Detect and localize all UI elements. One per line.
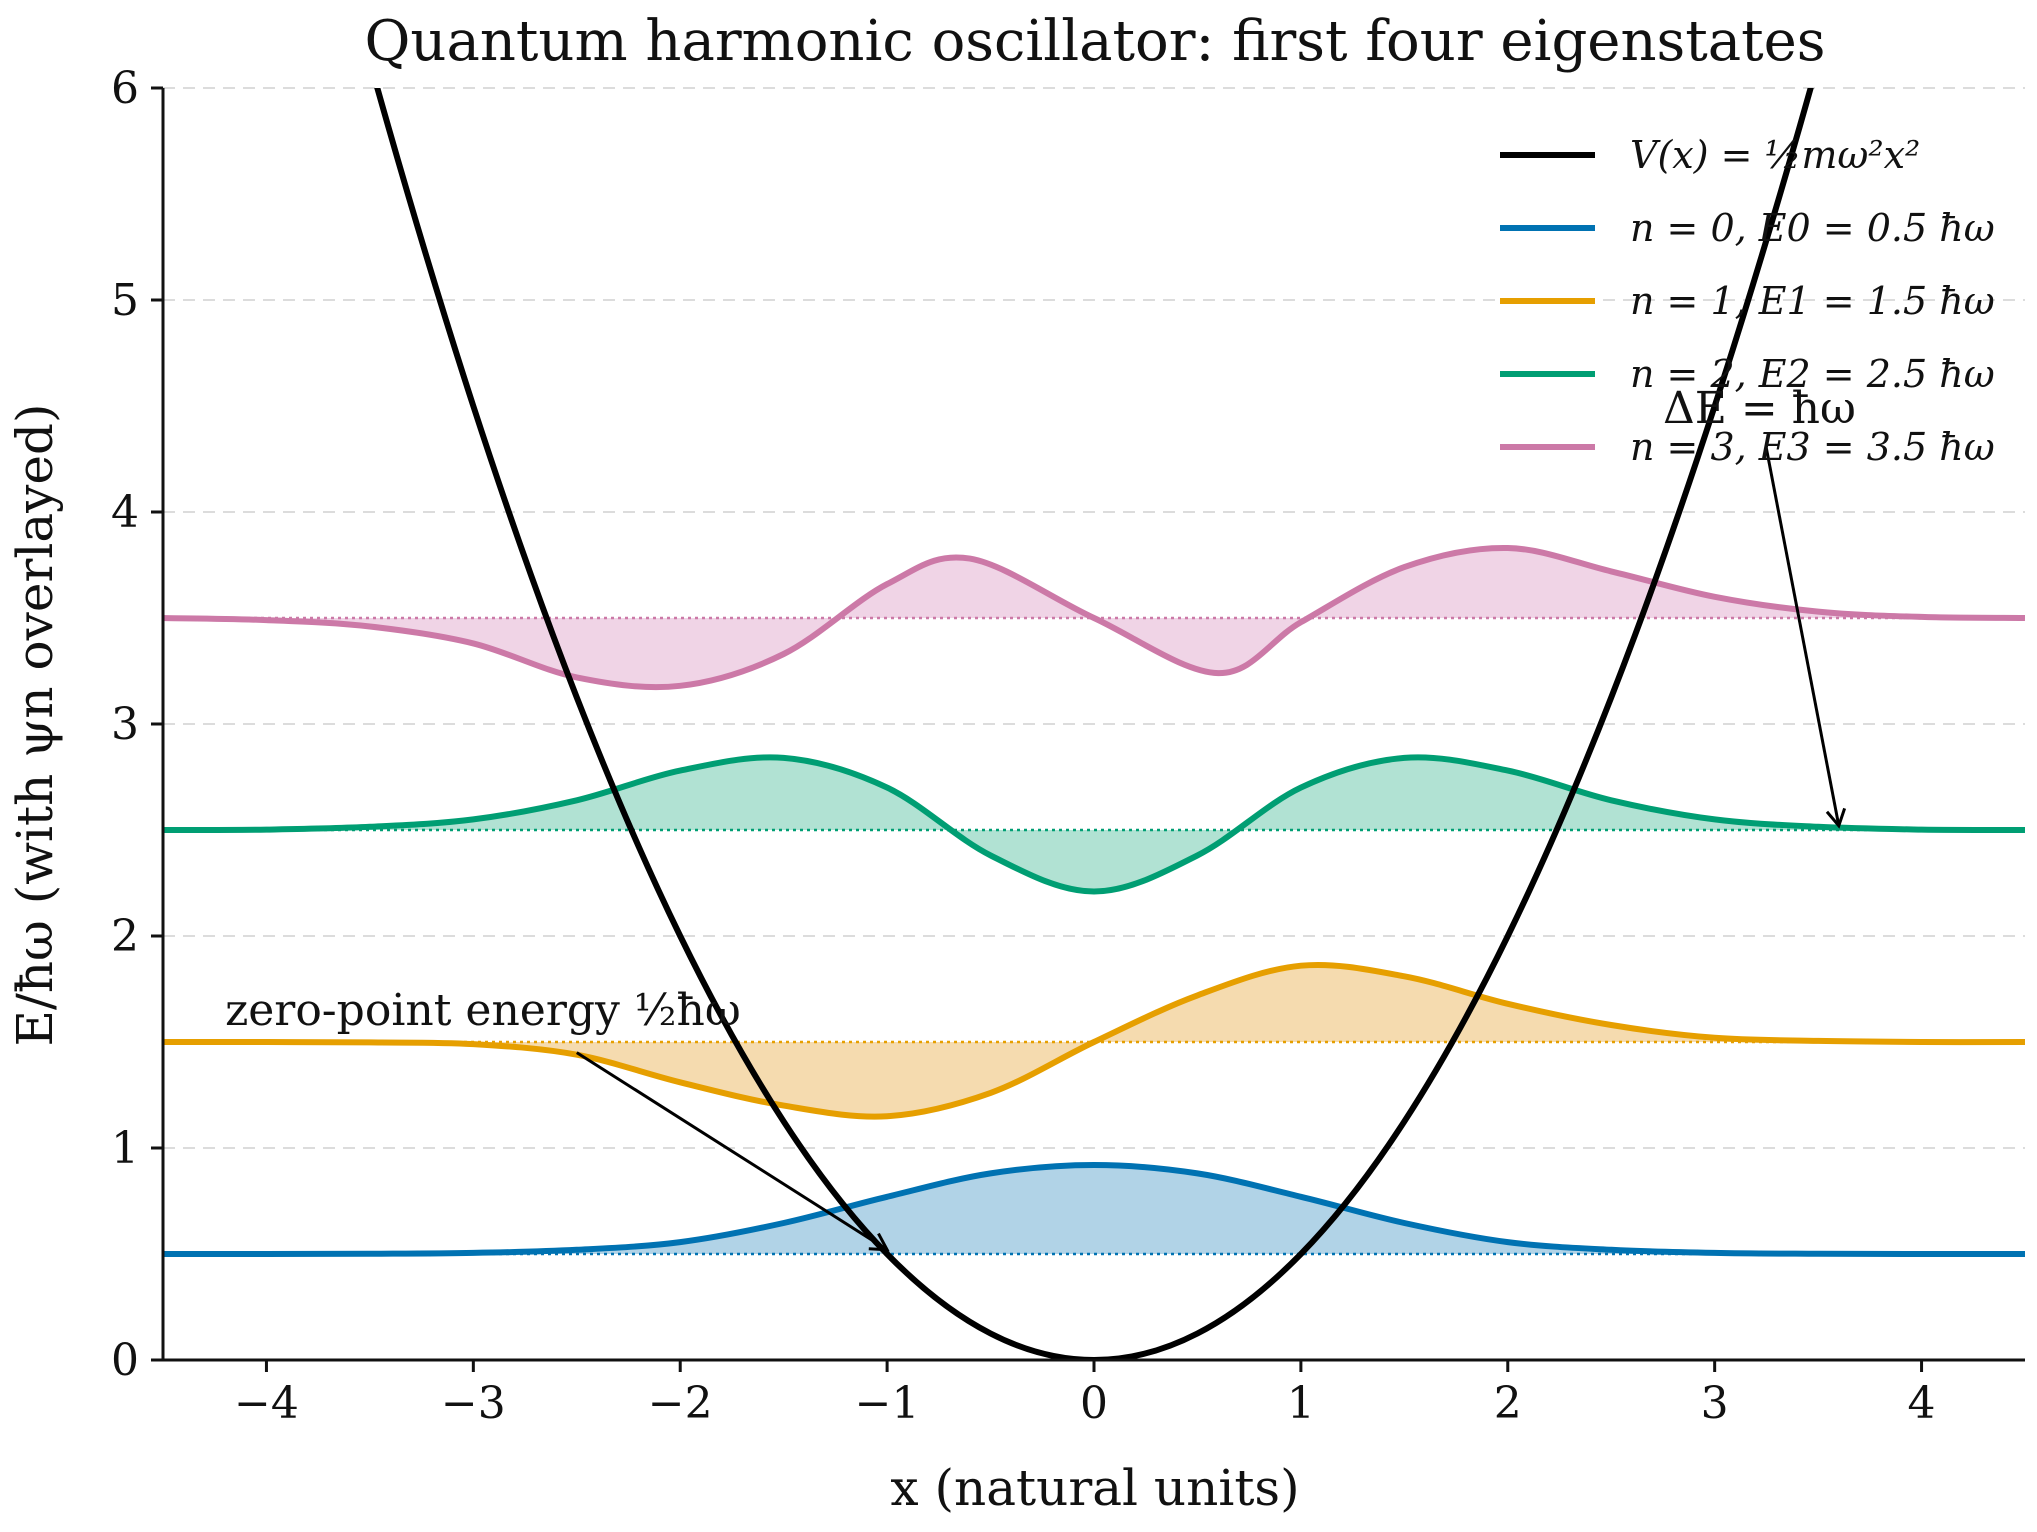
x-tick-label: −2	[648, 1378, 713, 1429]
wavefunction-fills	[163, 547, 2025, 1254]
wavefunction-fill-n1	[163, 964, 2025, 1117]
x-tick-label: 0	[1080, 1378, 1108, 1429]
legend-label-2: n = 1, E1 = 1.5 ħω	[1630, 279, 1995, 323]
legend-label-4: n = 3, E3 = 3.5 ħω	[1630, 425, 1995, 469]
grid	[163, 87, 2025, 1149]
x-tick-label: 3	[1701, 1378, 1729, 1429]
annotations: zero-point energy ½ħω ΔE = ħω	[225, 383, 1856, 1252]
y-tick-label: 6	[111, 63, 139, 114]
y-tick-label: 0	[111, 1335, 139, 1386]
y-ticks: 0 1 2 3 4 5 6	[111, 63, 163, 1386]
y-axis-label: E/ħω (with ψn overlayed)	[6, 404, 64, 1047]
chart-title: Quantum harmonic oscillator: first four …	[364, 9, 1825, 74]
annotation-text-0: zero-point energy ½ħω	[225, 985, 741, 1036]
wavefunction-fill-n3	[163, 547, 2025, 688]
wavefunction-curves	[163, 544, 2025, 1257]
x-tick-label: 2	[1494, 1378, 1522, 1429]
wavefunction-curve-n2	[163, 754, 2025, 895]
legend: V(x) = ½mω²x² n = 0, E0 = 0.5 ħω n = 1, E1…	[1500, 133, 1995, 469]
wavefunction-fill-n0	[163, 1165, 2025, 1254]
annotation-arrow-0	[575, 1051, 890, 1252]
x-tick-label: 4	[1908, 1378, 1936, 1429]
x-tick-label: 1	[1287, 1378, 1315, 1429]
wavefunction-curve-n3	[163, 544, 2025, 691]
y-tick-label: 2	[111, 911, 139, 962]
potential-layer	[374, 88, 1814, 1360]
y-tick-label: 3	[111, 699, 139, 750]
y-tick-label: 5	[111, 275, 139, 326]
wavefunction-curve-n0	[163, 1162, 2025, 1257]
y-tick-label: 1	[111, 1123, 139, 1174]
legend-label-1: n = 0, E0 = 0.5 ħω	[1630, 206, 1995, 250]
x-axis-label: x (natural units)	[890, 1459, 1299, 1517]
wavefunction-curve-n1	[163, 961, 2025, 1120]
wavefunction-fill-n2	[163, 757, 2025, 892]
x-ticks: −4 −3 −2 −1 0 1 2 3 4	[234, 1360, 1936, 1429]
potential-curve	[374, 88, 1814, 1360]
legend-label-0: V(x) = ½mω²x²	[1630, 133, 1920, 177]
annotation-arrow-1	[1764, 448, 1847, 829]
x-tick-label: −4	[234, 1378, 299, 1429]
x-tick-label: −3	[441, 1378, 506, 1429]
legend-label-3: n = 2, E2 = 2.5 ħω	[1630, 352, 1995, 396]
x-tick-label: −1	[855, 1378, 920, 1429]
y-tick-label: 4	[111, 487, 139, 538]
annotation-text-1: ΔE = ħω	[1663, 383, 1856, 434]
